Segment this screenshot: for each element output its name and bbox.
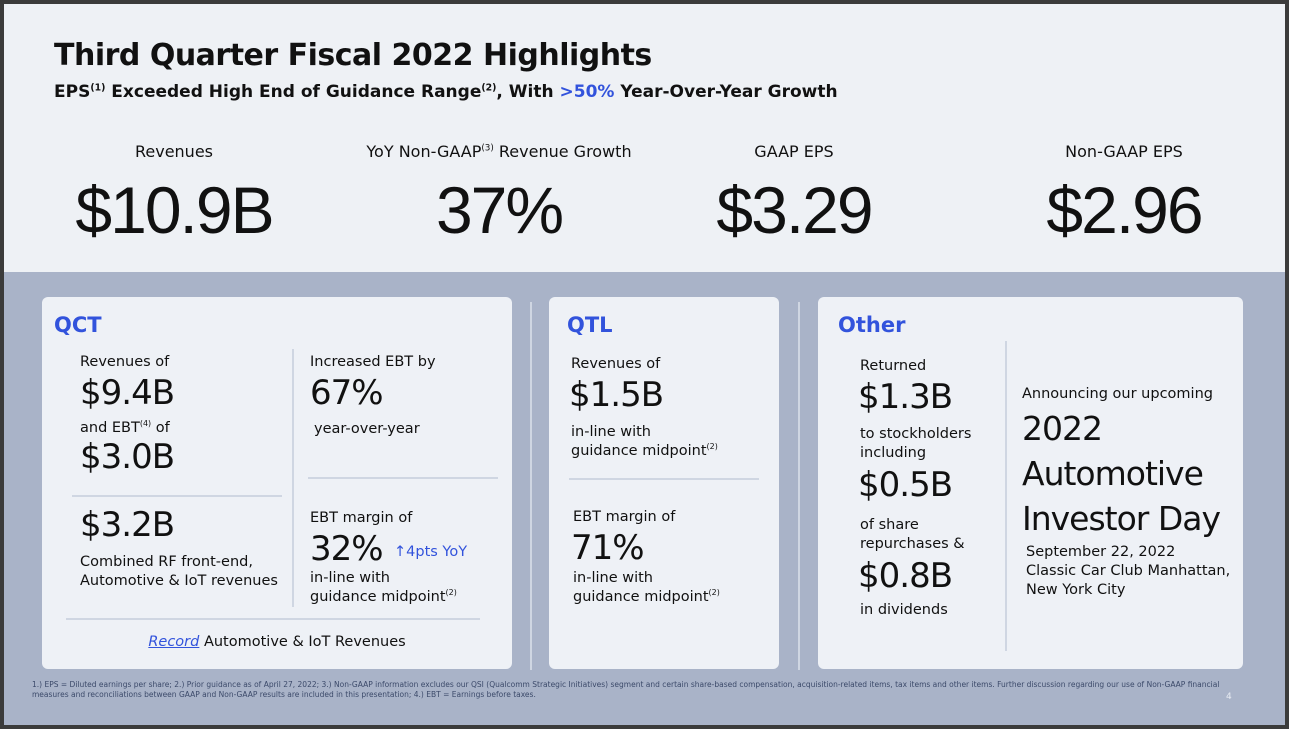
label: in-line with [571, 424, 651, 440]
value: $0.5B [858, 465, 953, 505]
sub-highlight: >50% [559, 82, 615, 102]
label: Returned [860, 358, 927, 374]
kpi-value: $10.9B [75, 173, 274, 247]
kpi-value: 37% [435, 173, 564, 247]
kpi-label: Revenues [134, 142, 213, 161]
divider [292, 349, 294, 607]
l: of [151, 420, 170, 436]
qct-card: QCT Revenues of $9.4B and EBT(4) of $3.0… [42, 297, 512, 669]
sub-c: , With [496, 82, 560, 102]
record-link[interactable]: Record [148, 634, 200, 650]
l: guidance midpoint [310, 589, 446, 605]
value: $3.2B [80, 505, 175, 545]
label: guidance midpoint(2) [571, 442, 718, 461]
sup: (2) [706, 442, 718, 452]
label: and EBT(4) of [80, 419, 170, 438]
label: in-line with [573, 570, 653, 586]
kpi-value: $3.29 [716, 173, 873, 247]
yoy-delta: ↑4pts YoY [394, 544, 468, 560]
label: Announcing our upcoming [1022, 386, 1213, 402]
label: EBT margin of [310, 510, 413, 526]
sup: (3) [481, 143, 494, 154]
l: Automotive & IoT Revenues [199, 634, 406, 650]
card-title: Other [838, 313, 906, 337]
header-panel: Third Quarter Fiscal 2022 Highlights EPS… [4, 4, 1285, 272]
kpi-label: Non-GAAP EPS [1065, 142, 1183, 161]
label: year-over-year [314, 421, 420, 437]
sup: (1) [90, 82, 106, 94]
divider [308, 477, 498, 479]
label: Revenues of [571, 356, 661, 372]
qtl-card: QTL Revenues of $1.5B in-line with guida… [549, 297, 779, 669]
event-title: Investor Day [1022, 499, 1221, 538]
value: 71% [571, 528, 645, 568]
label: EBT margin of [573, 509, 676, 525]
sup: (2) [445, 588, 457, 598]
sup: (4) [139, 419, 152, 429]
value: 67% [310, 373, 384, 413]
value: 32% [310, 529, 384, 569]
label: repurchases & [860, 536, 965, 552]
kpi-label: YoY Non-GAAP(3) Revenue Growth [349, 142, 649, 161]
other-card: Other Returned $1.3B to stockholders inc… [818, 297, 1243, 669]
label: Increased EBT by [310, 354, 436, 370]
label: Revenues of [80, 354, 170, 370]
event-date: September 22, 2022 [1026, 544, 1176, 560]
l: YoY Non-GAAP [366, 142, 482, 161]
footnote: 1.) EPS = Diluted earnings per share; 2.… [32, 680, 1220, 699]
value: $1.5B [569, 375, 664, 415]
divider [569, 478, 759, 480]
page-number: 4 [1226, 692, 1232, 702]
label: of share [860, 517, 919, 533]
l: guidance midpoint [571, 443, 707, 459]
slide: Third Quarter Fiscal 2022 Highlights EPS… [4, 4, 1285, 725]
divider [1005, 341, 1007, 651]
divider [66, 618, 480, 620]
sup: (2) [708, 588, 720, 598]
event-venue: New York City [1026, 582, 1126, 598]
value: $9.4B [80, 373, 175, 413]
value: $3.0B [80, 437, 175, 477]
value: $1.3B [858, 377, 953, 417]
l: guidance midpoint [573, 589, 709, 605]
sup: (2) [481, 82, 497, 94]
label: guidance midpoint(2) [573, 588, 720, 607]
label: guidance midpoint(2) [310, 588, 457, 607]
label: Automotive & IoT revenues [80, 573, 278, 589]
divider [72, 495, 282, 497]
subtitle: EPS(1) Exceeded High End of Guidance Ran… [54, 82, 838, 102]
event-title: Automotive [1022, 454, 1204, 493]
divider [798, 302, 800, 670]
label: including [860, 445, 927, 461]
kpi-value: $2.96 [1046, 173, 1203, 247]
event-title: 2022 [1022, 409, 1103, 448]
sub-a: EPS [54, 82, 91, 102]
label: to stockholders [860, 426, 972, 442]
page-title: Third Quarter Fiscal 2022 Highlights [54, 38, 652, 73]
card-title: QTL [567, 313, 613, 337]
event-venue: Classic Car Club Manhattan, [1026, 563, 1231, 579]
sub-b: Exceeded High End of Guidance Range [105, 82, 482, 102]
kpi-label: GAAP EPS [754, 142, 834, 161]
l: and EBT [80, 420, 140, 436]
label: in dividends [860, 602, 948, 618]
label: Combined RF front-end, [80, 554, 253, 570]
card-title: QCT [54, 313, 102, 337]
value: $0.8B [858, 556, 953, 596]
sub-d: Year-Over-Year Growth [614, 82, 838, 102]
record-line: Record Automotive & IoT Revenues [42, 633, 512, 652]
l2: Revenue Growth [493, 142, 632, 161]
label: in-line with [310, 570, 390, 586]
divider [530, 302, 532, 670]
